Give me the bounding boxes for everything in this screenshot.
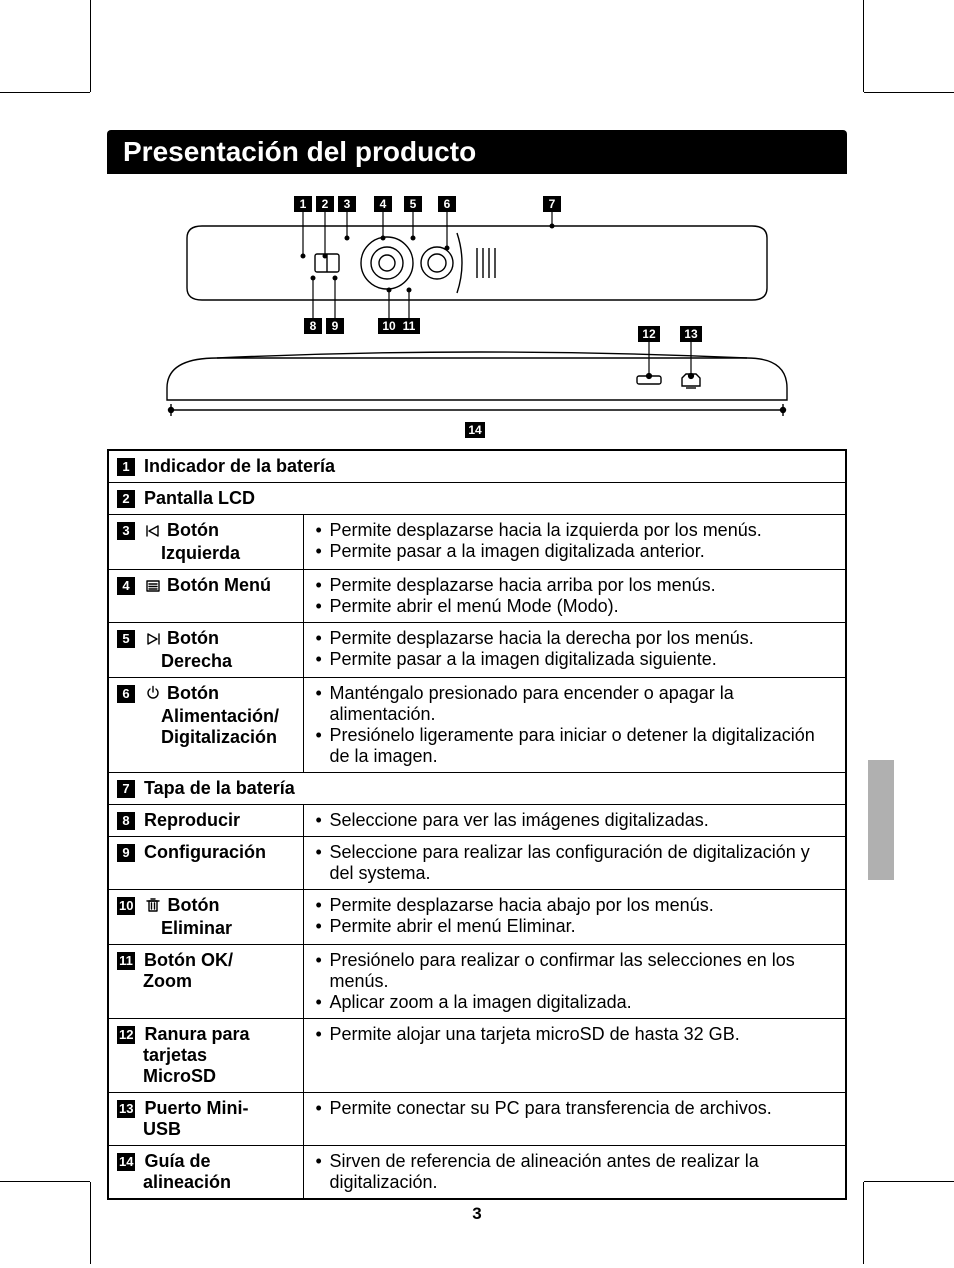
table-row: 11 Botón OK/Zoom Presiónelo para realizar… bbox=[108, 945, 846, 1019]
callout-badge: 7 bbox=[549, 197, 556, 211]
num-badge: 7 bbox=[117, 780, 135, 798]
num-badge: 3 bbox=[117, 522, 135, 540]
prev-icon bbox=[144, 522, 162, 543]
part-label: alineación bbox=[117, 1172, 295, 1193]
callout-badge: 2 bbox=[322, 197, 329, 211]
num-badge: 9 bbox=[117, 844, 135, 862]
part-label: Izquierda bbox=[117, 543, 295, 564]
part-label: USB bbox=[117, 1119, 295, 1140]
table-row: 13 Puerto Mini-USB Permite conectar su PC… bbox=[108, 1093, 846, 1146]
callout-badge: 9 bbox=[332, 319, 339, 333]
callout-14: 14 bbox=[468, 423, 482, 437]
num-badge: 8 bbox=[117, 812, 135, 830]
table-row: 8 Reproducir Seleccione para ver las imág… bbox=[108, 805, 846, 837]
section-title: Presentación del producto bbox=[107, 130, 847, 174]
part-label: Derecha bbox=[117, 651, 295, 672]
part-label: Tapa de la batería bbox=[144, 778, 295, 798]
part-label: Botón bbox=[167, 520, 219, 540]
trash-icon bbox=[144, 897, 162, 918]
part-description: Permite pasar a la imagen digitalizada a… bbox=[312, 541, 838, 562]
menu-icon bbox=[144, 577, 162, 598]
part-description: Permite desplazarse hacia abajo por los … bbox=[312, 895, 838, 916]
part-label: Ranura para bbox=[144, 1024, 249, 1044]
num-badge: 13 bbox=[117, 1100, 135, 1118]
num-badge: 1 bbox=[117, 458, 135, 476]
part-description: Permite desplazarse hacia la derecha por… bbox=[312, 628, 838, 649]
callout-badge: 8 bbox=[310, 319, 317, 333]
table-row: 7 Tapa de la batería bbox=[108, 773, 846, 805]
callout-badge: 3 bbox=[344, 197, 351, 211]
part-label: Reproducir bbox=[144, 810, 240, 830]
part-description: Permite alojar una tarjeta microSD de ha… bbox=[312, 1024, 838, 1045]
callout-badge: 11 bbox=[403, 319, 416, 333]
part-description: Sirven de referencia de alineación antes… bbox=[312, 1151, 838, 1193]
part-description: Permite desplazarse hacia la izquierda p… bbox=[312, 520, 838, 541]
product-diagram: 1234567 8910111213 bbox=[107, 178, 847, 438]
table-row: 1 Indicador de la batería bbox=[108, 450, 846, 483]
table-row: 12 Ranura paratarjetasMicroSD Permite alo… bbox=[108, 1019, 846, 1093]
num-badge: 11 bbox=[117, 952, 135, 970]
part-description: Aplicar zoom a la imagen digitalizada. bbox=[312, 992, 838, 1013]
part-description: Seleccione para realizar las configuraci… bbox=[312, 842, 838, 884]
part-label: tarjetas bbox=[117, 1045, 295, 1066]
part-label: Puerto Mini- bbox=[144, 1098, 248, 1118]
table-row: 2 Pantalla LCD bbox=[108, 483, 846, 515]
part-description: Permite pasar a la imagen digitalizada s… bbox=[312, 649, 838, 670]
table-row: 3 Botón Izquierda Permite desplazarse haci… bbox=[108, 515, 846, 570]
table-row: 5 Botón Derecha Permite desplazarse hacia … bbox=[108, 623, 846, 678]
page: Presentación del producto bbox=[0, 0, 954, 1264]
part-label: Pantalla LCD bbox=[144, 488, 255, 508]
part-label: Indicador de la batería bbox=[144, 456, 335, 476]
part-label: Botón OK/ bbox=[144, 950, 233, 970]
part-label: Guía de bbox=[144, 1151, 210, 1171]
part-label: Botón bbox=[167, 683, 219, 703]
table-row: 10 Botón Eliminar Permite desplazarse haci… bbox=[108, 890, 846, 945]
part-description: Permite abrir el menú Mode (Modo). bbox=[312, 596, 838, 617]
parts-table: 1 Indicador de la batería2 Pantalla LCD3… bbox=[107, 449, 847, 1200]
part-label: MicroSD bbox=[117, 1066, 295, 1087]
table-row: 9 Configuración Seleccione para realizar … bbox=[108, 837, 846, 890]
part-description: Permite conectar su PC para transferenci… bbox=[312, 1098, 838, 1119]
part-label: Botón Menú bbox=[167, 575, 271, 595]
num-badge: 5 bbox=[117, 630, 135, 648]
part-label: Zoom bbox=[117, 971, 295, 992]
num-badge: 10 bbox=[117, 897, 135, 915]
part-label: Alimentación/ bbox=[117, 706, 295, 727]
power-icon bbox=[144, 685, 162, 706]
num-badge: 4 bbox=[117, 577, 135, 595]
part-description: Manténgalo presionado para encender o ap… bbox=[312, 683, 838, 725]
callout-badge: 10 bbox=[382, 319, 396, 333]
page-number: 3 bbox=[107, 1204, 847, 1224]
callout-badge: 1 bbox=[300, 197, 307, 211]
next-icon bbox=[144, 630, 162, 651]
callout-badge: 4 bbox=[380, 197, 387, 211]
part-label: Configuración bbox=[144, 842, 266, 862]
part-label: Digitalización bbox=[117, 727, 295, 748]
part-label: Botón bbox=[167, 628, 219, 648]
num-badge: 12 bbox=[117, 1026, 135, 1044]
part-description: Permite abrir el menú Eliminar. bbox=[312, 916, 838, 937]
num-badge: 6 bbox=[117, 685, 135, 703]
part-description: Permite desplazarse hacia arriba por los… bbox=[312, 575, 838, 596]
num-badge: 14 bbox=[117, 1153, 135, 1171]
part-description: Seleccione para ver las imágenes digital… bbox=[312, 810, 838, 831]
callout-badge: 5 bbox=[410, 197, 417, 211]
table-row: 14 Guía dealineación Sirven de referencia… bbox=[108, 1146, 846, 1200]
callout-badge: 6 bbox=[444, 197, 451, 211]
part-label: Eliminar bbox=[117, 918, 295, 939]
part-description: Presiónelo ligeramente para iniciar o de… bbox=[312, 725, 838, 767]
part-description: Presiónelo para realizar o confirmar las… bbox=[312, 950, 838, 992]
num-badge: 2 bbox=[117, 490, 135, 508]
table-row: 4 Botón Menú Permite desplazarse hacia ar… bbox=[108, 570, 846, 623]
part-label: Botón bbox=[168, 895, 220, 915]
table-row: 6 Botón Alimentación/Digitalización Mantén… bbox=[108, 678, 846, 773]
